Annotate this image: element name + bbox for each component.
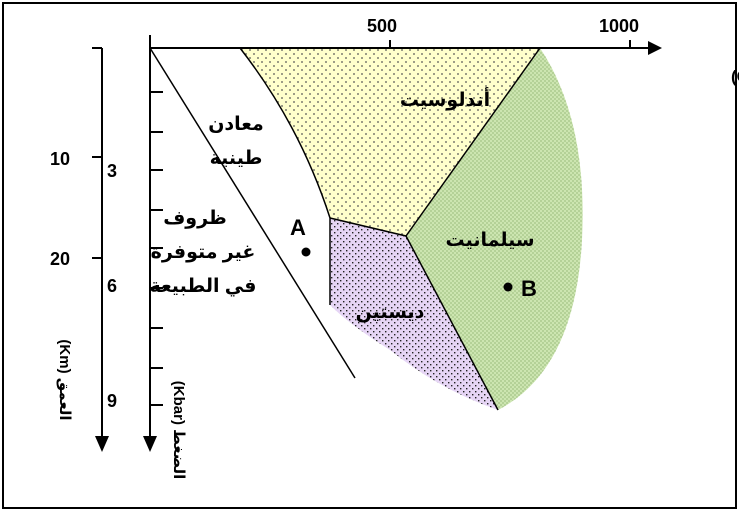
impossible-conditions-line2: غير متوفرة — [151, 242, 256, 263]
depth-arrowhead — [95, 436, 109, 452]
andalusite-label: أندلوسيت — [400, 87, 490, 111]
pressure-tick-3: 3 — [107, 161, 117, 181]
pressure-axis-label: الضغط (Kbar) — [170, 381, 187, 479]
clay-minerals-label-line1: معادن — [208, 114, 264, 135]
point-b-label: B — [521, 276, 537, 301]
clay-minerals-label-line2: طينية — [210, 148, 263, 169]
depth-axis-label: العمق (Km) — [56, 339, 73, 420]
kyanite-region — [330, 218, 498, 410]
pressure-axis — [149, 35, 163, 440]
depth-axis — [92, 47, 103, 440]
natural-limit-line — [149, 47, 356, 379]
clay-boundary-line — [239, 47, 331, 305]
temperature-arrowhead — [648, 41, 662, 55]
pressure-tick-9: 9 — [107, 391, 117, 411]
point-a-label: A — [290, 215, 306, 240]
phase-boundaries — [149, 47, 541, 411]
andalusite-kyanite-boundary — [329, 217, 407, 237]
point-a-marker — [301, 247, 311, 257]
sillimanite-label: سيلمانيت — [445, 230, 534, 251]
kyanite-label: ديستين — [356, 302, 425, 323]
temperature-axis-label: الحرارة (°C) — [731, 67, 739, 87]
impossible-conditions-line3: في الطبيعة — [150, 276, 257, 297]
kyanite-sillimanite-boundary — [405, 235, 499, 411]
andalusite-sillimanite-boundary — [405, 47, 541, 237]
temperature-axis — [150, 40, 650, 49]
pressure-tick-6: 6 — [107, 276, 117, 296]
impossible-conditions-line1: ظروف — [163, 208, 227, 229]
temp-tick-1000: 1000 — [599, 16, 639, 36]
pressure-arrowhead — [143, 436, 157, 452]
temp-tick-500: 500 — [367, 16, 397, 36]
point-b-marker — [503, 282, 513, 292]
depth-tick-20: 20 — [50, 249, 70, 269]
andalusite-region — [240, 48, 540, 236]
depth-tick-10: 10 — [50, 149, 70, 169]
